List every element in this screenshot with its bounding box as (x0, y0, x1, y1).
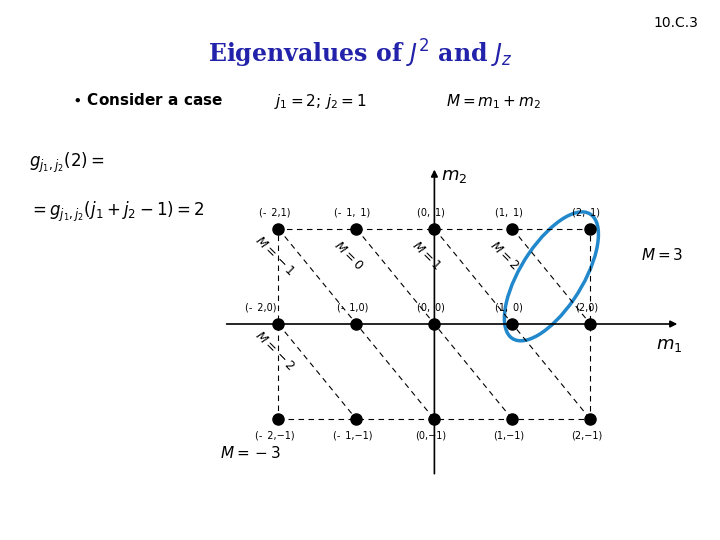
Text: (- 1,−1): (- 1,−1) (333, 430, 372, 440)
Text: (- 2,0): (- 2,0) (246, 302, 277, 313)
Text: $j_1 = 2;\, j_2 = 1$: $j_1 = 2;\, j_2 = 1$ (274, 92, 366, 111)
Text: (1, 1): (1, 1) (495, 207, 523, 217)
Text: $M=-3$: $M=-3$ (220, 444, 281, 461)
Text: (- 1, 1): (- 1, 1) (334, 207, 371, 217)
Text: (- 2,1): (- 2,1) (258, 207, 290, 217)
Text: $\bullet$ Consider a case: $\bullet$ Consider a case (72, 92, 223, 108)
Text: (- 2,−1): (- 2,−1) (255, 430, 294, 440)
Text: $M=-1$: $M=-1$ (252, 233, 297, 278)
Text: (0,−1): (0,−1) (415, 430, 446, 440)
Text: $= g_{j_1,j_2}(j_1 + j_2 - 1) = 2$: $= g_{j_1,j_2}(j_1 + j_2 - 1) = 2$ (29, 200, 204, 224)
Text: (- 1,0): (- 1,0) (337, 302, 368, 313)
Text: (1, 0): (1, 0) (495, 302, 523, 313)
Text: (1,−1): (1,−1) (493, 430, 524, 440)
Text: $m_2$: $m_2$ (441, 167, 467, 185)
Text: $M=-2$: $M=-2$ (252, 328, 297, 373)
Text: $g_{j_1,j_2}(2) =$: $g_{j_1,j_2}(2) =$ (29, 151, 104, 176)
Text: (2,0): (2,0) (575, 302, 598, 313)
Text: $M=1$: $M=1$ (410, 239, 444, 272)
Text: $M = m_1 + m_2$: $M = m_1 + m_2$ (446, 92, 541, 111)
Text: (0, 0): (0, 0) (417, 302, 444, 313)
Text: $M=2$: $M=2$ (487, 239, 521, 272)
Text: Eigenvalues of $J^2$ and $J_z$: Eigenvalues of $J^2$ and $J_z$ (207, 38, 513, 70)
Text: (2, 1): (2, 1) (572, 207, 600, 217)
Text: $M=3$: $M=3$ (641, 247, 683, 264)
Text: $m_1$: $m_1$ (656, 336, 683, 354)
Text: (0, 1): (0, 1) (417, 207, 444, 217)
Text: 10.C.3: 10.C.3 (654, 16, 698, 30)
Text: (2,−1): (2,−1) (571, 430, 602, 440)
Text: $M=0$: $M=0$ (331, 238, 366, 273)
